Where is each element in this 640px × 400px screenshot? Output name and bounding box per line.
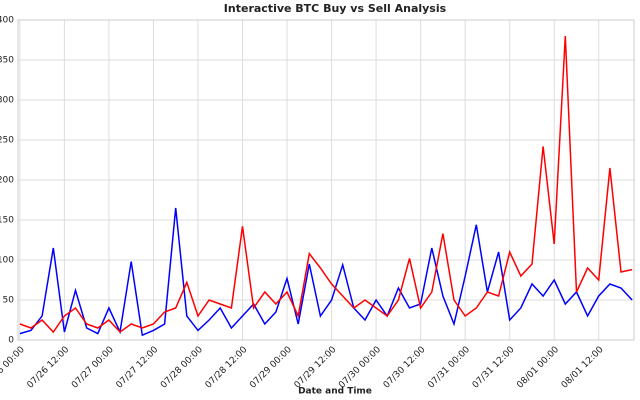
y-tick-label: 350 [0, 56, 14, 66]
x-tick-label: 07/29 00:00 [248, 345, 294, 391]
x-tick-label: 07/26 00:00 [0, 345, 27, 391]
y-tick-label: 300 [0, 96, 14, 106]
x-tick-label: 07/28 12:00 [204, 345, 250, 391]
x-tick-label: 08/01 12:00 [560, 345, 606, 391]
y-tick-label: 150 [0, 216, 14, 226]
y-tick-label: 200 [0, 176, 14, 186]
plot-frame [17, 19, 635, 341]
y-tick-label: 50 [3, 296, 15, 306]
series-line [19, 35, 633, 334]
y-tick-label: 250 [0, 136, 14, 146]
x-tick-label: 07/27 12:00 [115, 345, 161, 391]
x-tick-label: 07/27 00:00 [70, 345, 116, 391]
y-tick-label: 100 [0, 256, 14, 266]
x-tick-label: 07/26 12:00 [26, 345, 72, 391]
x-tick-label: 07/31 12:00 [471, 345, 517, 391]
lines [19, 35, 633, 337]
chart-title: Interactive BTC Buy vs Sell Analysis [224, 2, 447, 15]
x-tick-label: 08/01 00:00 [515, 345, 561, 391]
x-tick-label: 07/31 00:00 [426, 345, 472, 391]
series-line [19, 207, 633, 337]
x-tick-label: 07/28 00:00 [159, 345, 205, 391]
y-tick-label: 400 [0, 16, 14, 26]
x-axis-label: Date and Time [298, 387, 372, 397]
grid [17, 19, 635, 341]
x-tick-label: 07/30 00:00 [337, 345, 383, 391]
x-tick-label: 07/29 12:00 [293, 345, 339, 391]
y-tick-label: 0 [8, 336, 14, 346]
ticks: 0 50 100 150 200 250 300 350 400 07/26 00:0007/26… [0, 16, 606, 391]
x-tick-label: 07/30 12:00 [382, 345, 428, 391]
